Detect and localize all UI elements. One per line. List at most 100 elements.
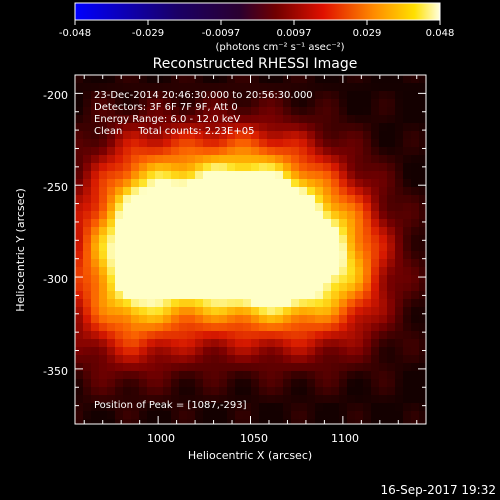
- heatmap-cell: [139, 123, 148, 132]
- heatmap-cell: [275, 283, 284, 292]
- heatmap-cell: [419, 395, 426, 404]
- heatmap-cell: [83, 251, 92, 260]
- heatmap-cell: [203, 395, 212, 404]
- heatmap-cell: [299, 171, 308, 180]
- heatmap-cell: [283, 163, 292, 172]
- heatmap-cell: [379, 347, 388, 356]
- heatmap-cell: [339, 363, 348, 372]
- heatmap-cell: [99, 123, 108, 132]
- heatmap-cell: [267, 147, 276, 156]
- heatmap-cell: [155, 291, 164, 300]
- heatmap-cell: [75, 227, 84, 236]
- heatmap-cell: [403, 411, 412, 420]
- heatmap-cell: [283, 339, 292, 348]
- heatmap-cell: [179, 379, 188, 388]
- heatmap-cell: [91, 147, 100, 156]
- heatmap-cell: [275, 99, 284, 108]
- heatmap-cell: [331, 299, 340, 308]
- heatmap-cell: [347, 291, 356, 300]
- heatmap-cell: [291, 195, 300, 204]
- heatmap-cell: [299, 235, 308, 244]
- heatmap-cell: [123, 403, 132, 412]
- heatmap-cell: [211, 171, 220, 180]
- heatmap-cell: [203, 147, 212, 156]
- heatmap-cell: [299, 355, 308, 364]
- heatmap-cell: [147, 315, 156, 324]
- heatmap-cell: [179, 219, 188, 228]
- heatmap-cell: [107, 371, 116, 380]
- heatmap-cell: [179, 115, 188, 124]
- heatmap-cell: [131, 163, 140, 172]
- heatmap-cell: [331, 315, 340, 324]
- annotation-clean-counts: Clean Total counts: 2.23E+05: [94, 126, 254, 137]
- heatmap-cell: [267, 219, 276, 228]
- heatmap-cell: [163, 411, 172, 420]
- heatmap-cell: [395, 315, 404, 324]
- heatmap-cell: [107, 187, 116, 196]
- heatmap-cell: [179, 91, 188, 100]
- heatmap-cell: [411, 419, 420, 424]
- heatmap-cell: [331, 147, 340, 156]
- heatmap-cell: [379, 323, 388, 332]
- heatmap-cell: [235, 235, 244, 244]
- heatmap-cell: [403, 139, 412, 148]
- heatmap-cell: [235, 99, 244, 108]
- heatmap-cell: [195, 227, 204, 236]
- heatmap-cell: [299, 75, 308, 84]
- heatmap-cell: [419, 115, 426, 124]
- heatmap-cell: [403, 203, 412, 212]
- heatmap-cell: [283, 315, 292, 324]
- heatmap-cell: [299, 331, 308, 340]
- heatmap-cell: [115, 75, 124, 84]
- heatmap-cell: [115, 315, 124, 324]
- heatmap-cell: [347, 307, 356, 316]
- heatmap-cell: [187, 219, 196, 228]
- heatmap-cell: [299, 99, 308, 108]
- heatmap-cell: [203, 419, 212, 424]
- heatmap-cell: [251, 371, 260, 380]
- heatmap-cell: [275, 83, 284, 92]
- heatmap-cell: [195, 195, 204, 204]
- heatmap-cell: [227, 387, 236, 396]
- heatmap-cell: [379, 219, 388, 228]
- heatmap-cell: [299, 91, 308, 100]
- heatmap-cell: [379, 339, 388, 348]
- heatmap-cell: [99, 419, 108, 424]
- heatmap-cell: [163, 203, 172, 212]
- heatmap-cell: [99, 267, 108, 276]
- heatmap-cell: [339, 331, 348, 340]
- heatmap-cell: [139, 299, 148, 308]
- heatmap-cell: [139, 115, 148, 124]
- heatmap-cell: [187, 131, 196, 140]
- heatmap-cell: [187, 91, 196, 100]
- heatmap-cell: [419, 187, 426, 196]
- heatmap-cell: [379, 307, 388, 316]
- heatmap-cell: [387, 171, 396, 180]
- heatmap-cell: [195, 275, 204, 284]
- heatmap-cell: [387, 83, 396, 92]
- heatmap-cell: [155, 251, 164, 260]
- heatmap-cell: [131, 395, 140, 404]
- heatmap-cell: [387, 251, 396, 260]
- heatmap-cell: [395, 307, 404, 316]
- heatmap-cell: [107, 363, 116, 372]
- heatmap-cell: [219, 355, 228, 364]
- heatmap-cell: [267, 291, 276, 300]
- heatmap-cell: [371, 307, 380, 316]
- heatmap-cell: [267, 83, 276, 92]
- heatmap-cell: [419, 347, 426, 356]
- heatmap-cell: [219, 403, 228, 412]
- heatmap-cell: [123, 267, 132, 276]
- heatmap-cell: [403, 227, 412, 236]
- heatmap-cell: [91, 387, 100, 396]
- heatmap-cell: [267, 243, 276, 252]
- heatmap-cell: [355, 99, 364, 108]
- heatmap-cell: [299, 155, 308, 164]
- heatmap-cell: [307, 363, 316, 372]
- heatmap-cell: [243, 187, 252, 196]
- heatmap-cell: [339, 275, 348, 284]
- heatmap-cell: [147, 283, 156, 292]
- heatmap-cell: [315, 251, 324, 260]
- heatmap-cell: [411, 363, 420, 372]
